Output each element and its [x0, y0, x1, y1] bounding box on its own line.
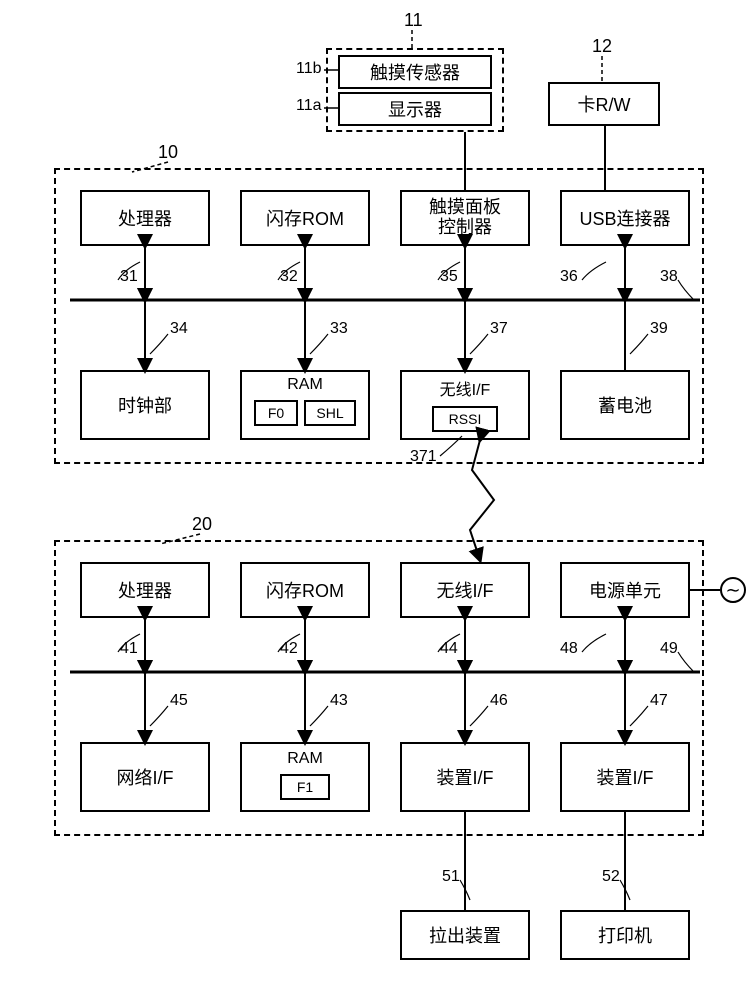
pull-51-box: 拉出装置 — [400, 910, 530, 960]
flash-42-label: 闪存ROM — [266, 577, 344, 603]
diagram-canvas: 11 触摸传感器 显示器 11b 11a 卡R/W 12 10 处理器 闪存RO… — [0, 0, 755, 1000]
ref-46: 46 — [490, 692, 508, 710]
power-48-box: 电源单元 — [560, 562, 690, 618]
wifi-37-label: 无线I/F — [440, 376, 491, 400]
ref-371: 371 — [410, 448, 437, 466]
ram-33-label: RAM — [287, 376, 323, 394]
ref-11a: 11a — [296, 97, 322, 115]
pull-51-label: 拉出装置 — [429, 922, 501, 948]
battery-39-label: 蓄电池 — [598, 392, 652, 418]
net-45-label: 网络I/F — [117, 764, 174, 790]
printer-52-box: 打印机 — [560, 910, 690, 960]
printer-52-label: 打印机 — [598, 922, 652, 948]
ram-43-label: RAM — [287, 750, 323, 768]
card-rw-label: 卡R/W — [578, 91, 631, 117]
power-48-label: 电源单元 — [589, 577, 661, 603]
touch-sensor-label: 触摸传感器 — [370, 59, 460, 85]
ram-f0: F0 — [254, 400, 298, 426]
tpctrl-35-l1: 触摸面板 — [429, 198, 501, 218]
ref-39: 39 — [650, 320, 668, 338]
flash-42-box: 闪存ROM — [240, 562, 370, 618]
tpctrl-35-l2: 控制器 — [438, 218, 492, 238]
ref-42: 42 — [280, 640, 298, 658]
display-label: 显示器 — [388, 96, 442, 122]
flash-32-box: 闪存ROM — [240, 190, 370, 246]
ref-49: 49 — [660, 640, 678, 658]
ram-shl: SHL — [304, 400, 356, 426]
ref-11b: 11b — [296, 60, 322, 78]
ref-38: 38 — [660, 268, 678, 286]
devif-46-label: 装置I/F — [437, 764, 494, 790]
clock-34-box: 时钟部 — [80, 370, 210, 440]
processor-31-box: 处理器 — [80, 190, 210, 246]
ram-43-box: RAM F1 — [240, 742, 370, 812]
ref-48: 48 — [560, 640, 578, 658]
wifi-44-box: 无线I/F — [400, 562, 530, 618]
flash-32-label: 闪存ROM — [266, 205, 344, 231]
devif-46-box: 装置I/F — [400, 742, 530, 812]
ref-10: 10 — [158, 142, 178, 163]
ref-20: 20 — [192, 514, 212, 535]
processor-41-label: 处理器 — [118, 577, 172, 603]
ref-45: 45 — [170, 692, 188, 710]
battery-39-box: 蓄电池 — [560, 370, 690, 440]
ref-37: 37 — [490, 320, 508, 338]
devif-47-box: 装置I/F — [560, 742, 690, 812]
wifi-44-label: 无线I/F — [437, 577, 494, 603]
ref-33: 33 — [330, 320, 348, 338]
ref-41: 41 — [120, 640, 138, 658]
ref-12: 12 — [592, 36, 612, 57]
ram-f1: F1 — [280, 774, 330, 800]
card-rw-box: 卡R/W — [548, 82, 660, 126]
net-45-box: 网络I/F — [80, 742, 210, 812]
ref-44: 44 — [440, 640, 458, 658]
ref-35: 35 — [440, 268, 458, 286]
processor-31-label: 处理器 — [118, 205, 172, 231]
ref-31: 31 — [120, 268, 138, 286]
ac-source-icon: ∼ — [720, 577, 746, 603]
ref-52: 52 — [602, 868, 620, 886]
ref-32: 32 — [280, 268, 298, 286]
usb-36-box: USB连接器 — [560, 190, 690, 246]
ref-34: 34 — [170, 320, 188, 338]
devif-47-label: 装置I/F — [597, 764, 654, 790]
connectors-overlay — [0, 0, 755, 1000]
ref-51: 51 — [442, 868, 460, 886]
ram-33-box: RAM F0 SHL — [240, 370, 370, 440]
ref-43: 43 — [330, 692, 348, 710]
ref-36: 36 — [560, 268, 578, 286]
ref-11: 11 — [404, 10, 423, 31]
display-box: 显示器 — [338, 92, 492, 126]
clock-34-label: 时钟部 — [118, 392, 172, 418]
rssi-box: RSSI — [432, 406, 498, 432]
ref-47: 47 — [650, 692, 668, 710]
processor-41-box: 处理器 — [80, 562, 210, 618]
usb-36-label: USB连接器 — [579, 205, 670, 231]
touch-sensor-box: 触摸传感器 — [338, 55, 492, 89]
tpctrl-35-box: 触摸面板 控制器 — [400, 190, 530, 246]
wifi-37-box: 无线I/F RSSI — [400, 370, 530, 440]
